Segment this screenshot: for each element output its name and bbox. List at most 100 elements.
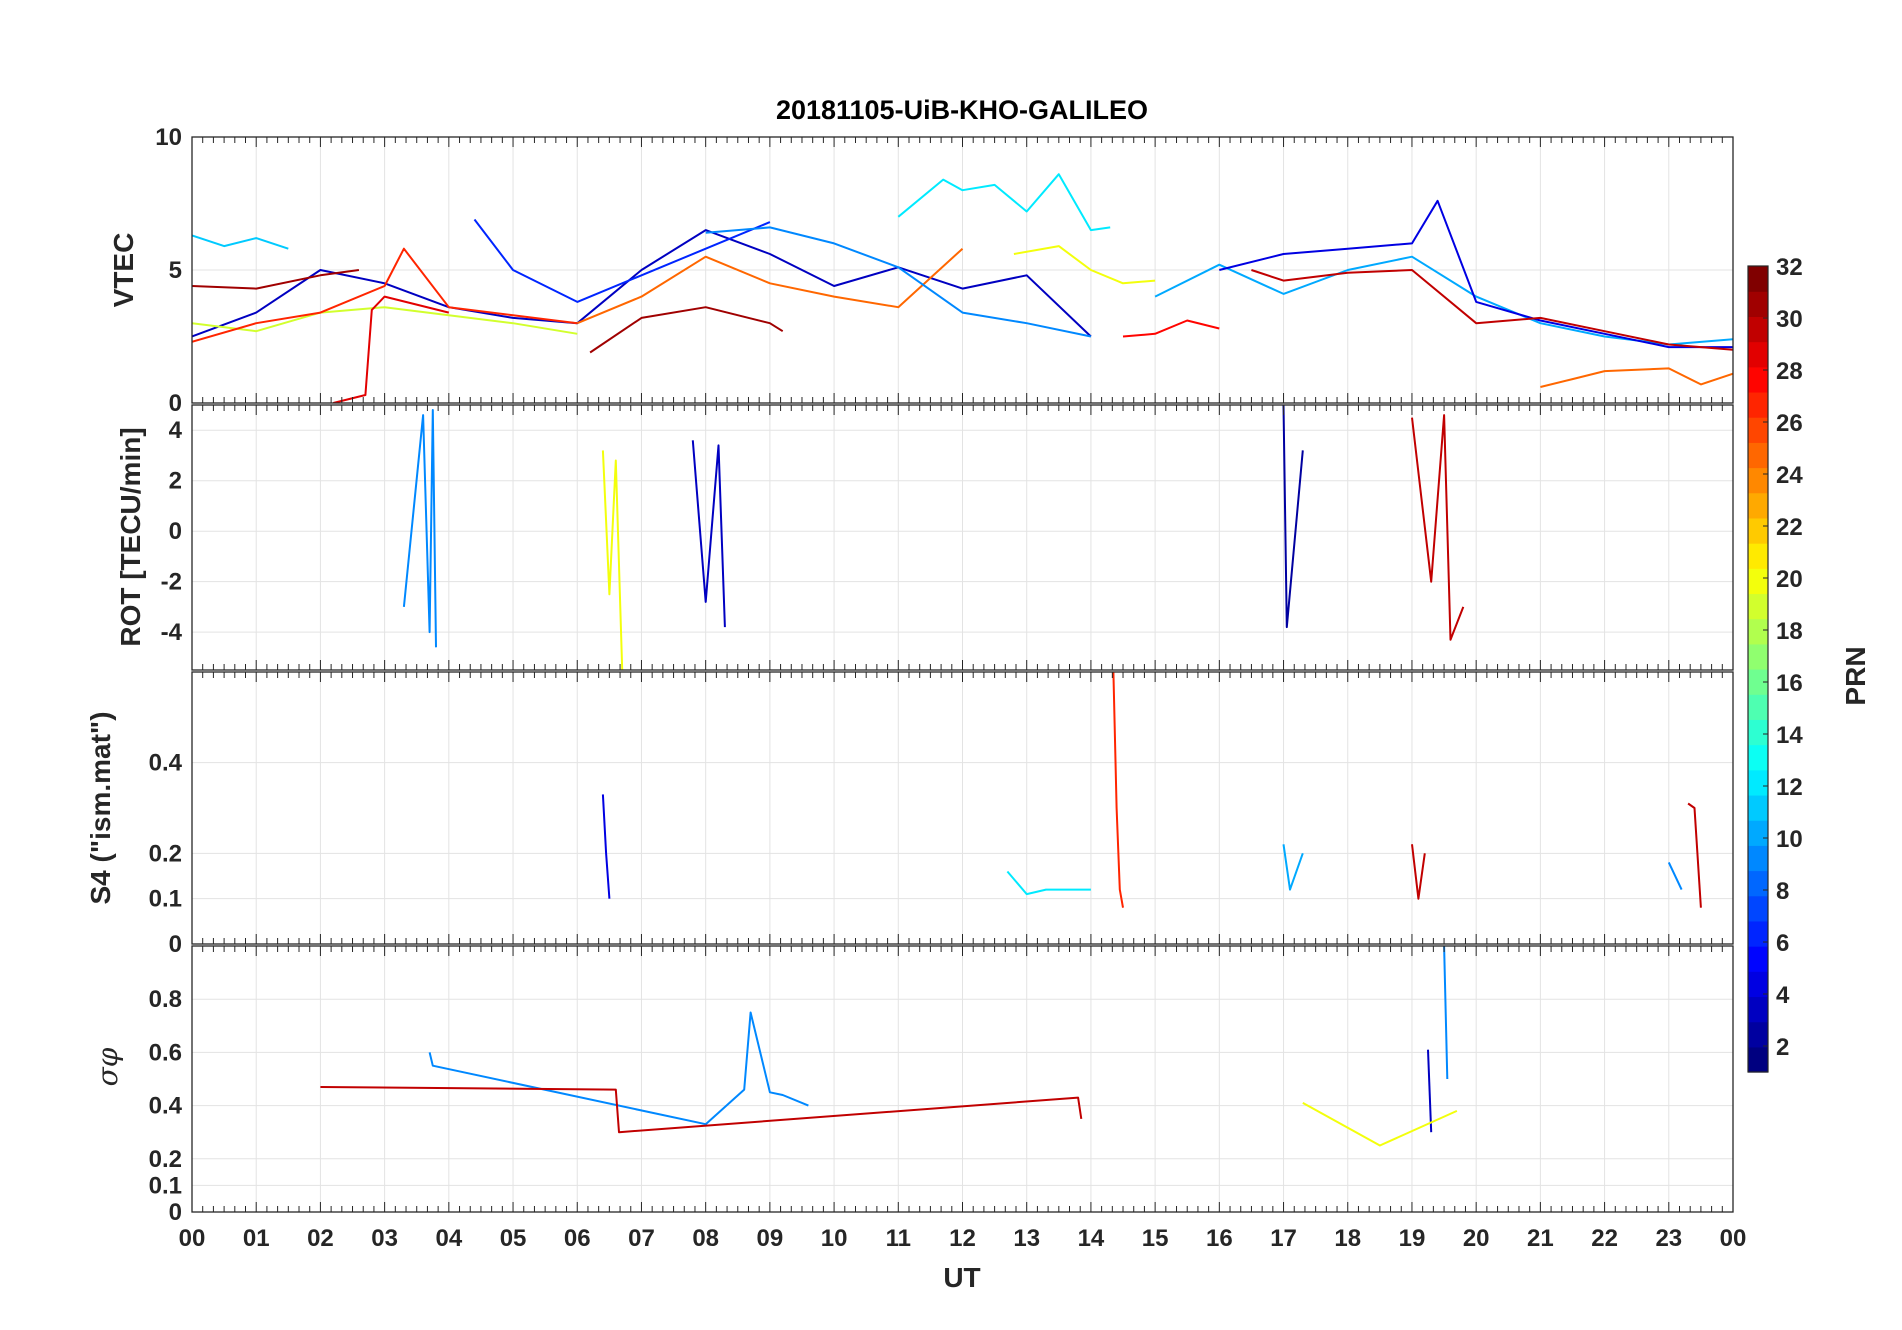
series-line-prn-4 bbox=[601, 794, 611, 899]
x-tick-label: 05 bbox=[500, 1225, 527, 1252]
y-tick-label: 0.6 bbox=[149, 1039, 182, 1066]
colorbar-tick-label: 26 bbox=[1776, 410, 1803, 437]
colorbar-cell bbox=[1748, 920, 1768, 947]
y-tick-label: -4 bbox=[161, 619, 183, 646]
colorbar-tick-label: 30 bbox=[1776, 306, 1803, 333]
panel-sigma-grid bbox=[192, 946, 1733, 1213]
colorbar-tick-label: 20 bbox=[1776, 566, 1803, 593]
y-tick-label: 5 bbox=[169, 257, 182, 284]
x-tick-label: 22 bbox=[1591, 1225, 1618, 1252]
s4-ylabel: S4 ("ism.mat") bbox=[85, 711, 116, 904]
series-line-prn-28 bbox=[1122, 319, 1220, 338]
y-tick-label: 0.1 bbox=[149, 886, 182, 913]
series-line-prn-25 bbox=[576, 247, 964, 325]
y-tick-label: 0 bbox=[169, 518, 182, 545]
series-line-prn-30 bbox=[1411, 844, 1426, 900]
series-line-prn-31 bbox=[589, 306, 784, 354]
panel-rot: -4 -2 0 2 4 ROT [TECU/min] bbox=[115, 404, 1734, 671]
colorbar-cell bbox=[1748, 543, 1768, 569]
y-tick-label: 4 bbox=[169, 417, 183, 444]
series-line-prn-25 bbox=[1540, 367, 1733, 388]
y-tick-label: -2 bbox=[161, 569, 182, 596]
x-tick-label: 00 bbox=[179, 1225, 206, 1252]
colorbar-tick-label: 12 bbox=[1776, 774, 1803, 801]
colorbar-tick-label: 32 bbox=[1776, 254, 1803, 281]
x-tick-label: 18 bbox=[1334, 1225, 1361, 1252]
series-line-prn-9 bbox=[428, 1011, 809, 1126]
series-line-prn-30 bbox=[320, 1086, 1083, 1134]
vtec-ylabel: VTEC bbox=[108, 233, 139, 308]
series-line-prn-12 bbox=[1006, 870, 1091, 896]
series-line-prn-9 bbox=[1443, 946, 1449, 1080]
colorbar-tick-label: 10 bbox=[1776, 826, 1803, 853]
series-line-prn-20 bbox=[1302, 1102, 1458, 1147]
colorbar-cell bbox=[1748, 895, 1768, 922]
colorbar-cell bbox=[1748, 643, 1768, 670]
colorbar-cell bbox=[1748, 669, 1768, 695]
panel-sigma: 00.10.2 0.4 0.6 0.8 σφ bbox=[91, 945, 1734, 1226]
x-tick-label: 06 bbox=[564, 1225, 591, 1252]
series-line-prn-27 bbox=[1112, 672, 1124, 908]
colorbar-tick-label: 24 bbox=[1776, 462, 1803, 489]
colorbar-cell bbox=[1748, 694, 1768, 720]
panel-vtec: 0 5 10 VTEC bbox=[108, 124, 1734, 417]
x-tick-label: 10 bbox=[821, 1225, 848, 1252]
colorbar-cell bbox=[1748, 517, 1768, 544]
x-tick-label: 21 bbox=[1527, 1225, 1554, 1252]
colorbar-tick-label: 16 bbox=[1776, 670, 1803, 697]
colorbar-label: PRN bbox=[1840, 646, 1871, 705]
colorbar-cell bbox=[1748, 568, 1768, 595]
panel-s4-frame bbox=[191, 671, 1734, 945]
panel-vtec-frame bbox=[191, 136, 1734, 404]
series-line-prn-3 bbox=[192, 229, 1092, 338]
colorbar-cell bbox=[1748, 845, 1768, 872]
x-tick-label: 03 bbox=[371, 1225, 398, 1252]
colorbar-border bbox=[1747, 265, 1769, 1073]
colorbar-cell bbox=[1748, 618, 1768, 645]
panel-rot-lines bbox=[402, 405, 1465, 670]
series-line-prn-9 bbox=[1667, 861, 1683, 891]
y-tick-label: 0.2 bbox=[149, 840, 182, 867]
chart-title: 20181105-UiB-KHO-GALILEO bbox=[776, 95, 1148, 125]
colorbar-tick-label: 18 bbox=[1776, 618, 1803, 645]
x-tick-label: 12 bbox=[949, 1225, 976, 1252]
series-line-prn-9 bbox=[705, 226, 1092, 338]
y-tick-label: 0.1 bbox=[149, 1172, 182, 1199]
series-line-prn-29 bbox=[333, 295, 450, 403]
colorbar-cells bbox=[1747, 265, 1769, 1073]
series-line-prn-12 bbox=[897, 173, 1111, 232]
colorbar-cell bbox=[1748, 266, 1768, 292]
x-tick-label: 17 bbox=[1270, 1225, 1297, 1252]
colorbar-tick-label: 28 bbox=[1776, 358, 1803, 385]
series-line-prn-10 bbox=[1282, 844, 1304, 891]
panel-s4-yticks: 0 0.1 0.2 0.4 bbox=[149, 750, 183, 958]
colorbar-cell bbox=[1748, 820, 1768, 846]
x-tick-label: 19 bbox=[1399, 1225, 1426, 1252]
x-tick-label: 07 bbox=[628, 1225, 655, 1252]
x-tick-label: 09 bbox=[757, 1225, 784, 1252]
y-tick-label: 2 bbox=[169, 468, 182, 495]
series-line-prn-20 bbox=[1013, 245, 1156, 285]
panel-s4-lines bbox=[601, 672, 1702, 908]
colorbar-cell bbox=[1748, 769, 1768, 796]
y-tick-label: 0.4 bbox=[149, 1093, 183, 1120]
x-tick-label: 14 bbox=[1078, 1225, 1105, 1252]
colorbar-tick-label: 2 bbox=[1776, 1034, 1789, 1061]
x-tick-label: 15 bbox=[1142, 1225, 1169, 1252]
colorbar-cell bbox=[1748, 719, 1768, 746]
panel-s4-grid bbox=[192, 672, 1733, 945]
series-line-prn-2 bbox=[1282, 405, 1304, 629]
series-line-prn-9 bbox=[402, 409, 437, 648]
panel-rot-grid bbox=[192, 405, 1733, 670]
colorbar-cell bbox=[1748, 341, 1768, 368]
colorbar-cell bbox=[1748, 316, 1768, 343]
rot-ylabel: ROT [TECU/min] bbox=[115, 427, 146, 646]
x-axis-label: UT bbox=[943, 1262, 980, 1293]
series-line-prn-30 bbox=[1687, 802, 1702, 908]
series-line-prn-30 bbox=[1251, 269, 1733, 351]
colorbar-cell bbox=[1748, 442, 1768, 469]
colorbar-cell bbox=[1748, 794, 1768, 821]
sigma-ylabel: σφ bbox=[91, 1047, 124, 1086]
colorbar-cell bbox=[1748, 1046, 1768, 1073]
